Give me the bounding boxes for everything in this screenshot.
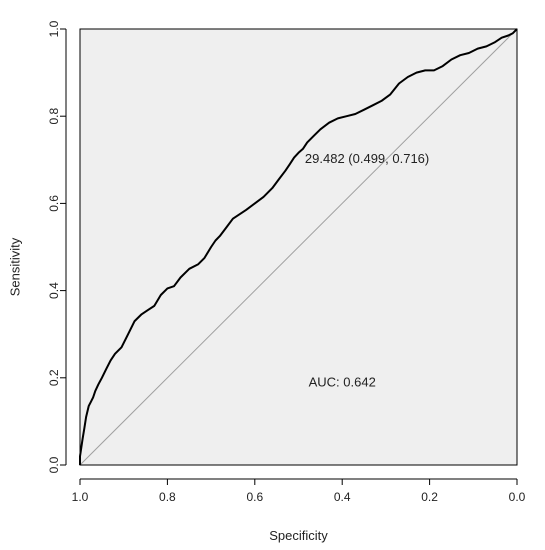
x-axis: 1.0 0.8 0.6 0.4 0.2 0.0 <box>72 478 526 504</box>
x-tick-label: 0.6 <box>246 490 263 504</box>
y-tick-label: 0.2 <box>47 369 61 386</box>
y-tick-label: 0.0 <box>47 456 61 473</box>
reference-diagonal-line <box>79 28 518 466</box>
x-tick-label: 0.0 <box>509 490 526 504</box>
y-tick-label: 1.0 <box>47 20 61 37</box>
y-axis: 0.0 0.2 0.4 0.6 0.8 1.0 <box>47 20 67 473</box>
y-axis-title: Sensitivity <box>8 237 23 296</box>
x-tick-label: 0.8 <box>159 490 176 504</box>
y-tick-label: 0.8 <box>47 108 61 125</box>
x-tick-label: 0.2 <box>421 490 438 504</box>
auc-annotation: AUC: 0.642 <box>309 375 376 390</box>
y-tick-label: 0.4 <box>47 282 61 299</box>
y-tick-label: 0.6 <box>47 195 61 212</box>
x-tick-label: 1.0 <box>72 490 89 504</box>
roc-curve-line <box>79 28 518 465</box>
plot-frame <box>79 28 518 466</box>
threshold-annotation: 29.482 (0.499, 0.716) <box>305 151 429 166</box>
x-axis-title: Specificity <box>269 528 328 543</box>
x-tick-label: 0.4 <box>334 490 351 504</box>
